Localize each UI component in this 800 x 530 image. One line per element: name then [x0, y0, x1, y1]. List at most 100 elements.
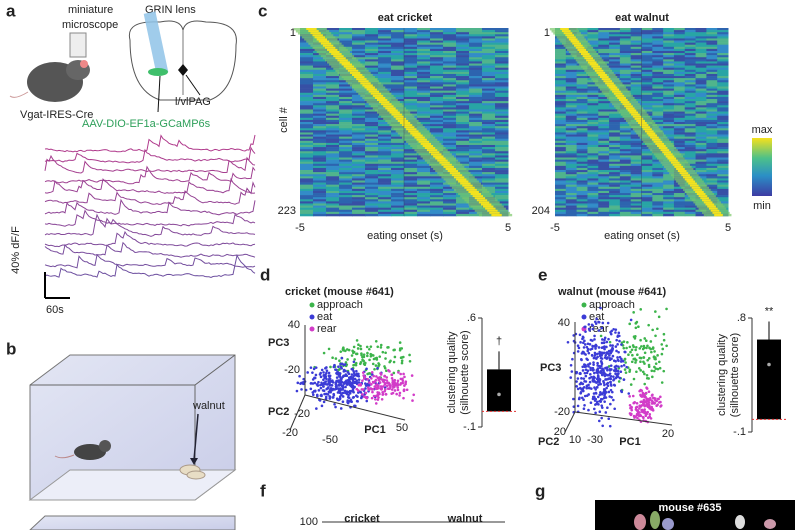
heatmap-cell	[684, 28, 697, 31]
heatmap-cell	[417, 178, 431, 181]
heatmap-cell	[300, 82, 314, 85]
heatmap-cell	[430, 42, 444, 46]
scatter-point	[630, 348, 634, 352]
heatmap-cell	[378, 126, 392, 129]
heatmap-cell	[706, 84, 718, 87]
scatter-point	[600, 373, 604, 376]
heatmap-cell	[717, 159, 729, 162]
heatmap-cell	[339, 130, 353, 133]
heatmap-cell	[630, 42, 642, 46]
scatter-point	[602, 391, 606, 394]
heatmap-cell	[495, 151, 509, 154]
scatter-point	[583, 371, 587, 375]
heatmap-cell	[617, 96, 626, 100]
pca-axes	[289, 325, 406, 431]
heatmap-cell	[378, 124, 392, 127]
scatter-point	[339, 382, 342, 386]
heatmap-cell	[391, 170, 405, 173]
scatter-point	[378, 381, 382, 384]
heatmap-cell	[482, 174, 496, 177]
heatmap-cell	[339, 199, 353, 202]
scatter-point	[386, 381, 389, 385]
heatmap-cell	[695, 163, 707, 167]
heatmap-cell	[443, 92, 457, 96]
heatmap-cell	[300, 159, 314, 162]
scatter-point	[569, 376, 573, 379]
heatmap-cell	[652, 44, 664, 48]
pca-scatter	[295, 339, 416, 410]
heatmap-cell	[717, 71, 729, 75]
heatmap-cell	[609, 44, 621, 48]
heatmap-cell	[378, 82, 392, 85]
scatter-point	[653, 350, 656, 353]
heatmap-cell	[352, 190, 366, 194]
heatmap-cell	[717, 30, 729, 33]
heatmap-cell	[339, 203, 353, 206]
scatter-point	[589, 368, 592, 372]
heatmap-cell	[589, 63, 599, 66]
heatmap-cell	[576, 132, 588, 135]
heatmap-cell	[684, 61, 697, 64]
heatmap-cell	[417, 48, 431, 52]
heatmap-cell	[352, 147, 366, 150]
heatmap-cell	[674, 165, 684, 169]
heatmap-cell	[630, 94, 642, 98]
trace	[44, 230, 256, 248]
scatter-point	[660, 381, 664, 384]
heatmap-cell	[313, 61, 327, 64]
heatmap-cell	[443, 149, 457, 152]
heatmap-cell	[482, 30, 496, 33]
heatmap-cell	[587, 176, 599, 179]
heatmap-cell	[565, 90, 578, 94]
heatmap-cell	[482, 40, 496, 43]
heatmap-cell	[672, 163, 682, 167]
heatmap-cell	[576, 32, 588, 35]
heatmap-cell	[365, 172, 379, 175]
scatter-point	[650, 369, 654, 373]
heatmap-cell	[684, 94, 697, 98]
heatmap-cell	[619, 99, 628, 102]
heatmap-cell	[576, 165, 588, 169]
heatmap-cell	[555, 105, 567, 108]
heatmap-cell	[482, 107, 496, 110]
heatmap-cell	[326, 130, 340, 133]
heatmap-cell	[313, 144, 327, 148]
heatmap-cell	[391, 63, 405, 66]
scatter-point	[616, 343, 619, 346]
heatmap-cell	[352, 34, 366, 37]
scatter-point	[607, 337, 610, 341]
heatmap-cell	[417, 78, 431, 81]
heatmap-cell	[365, 126, 379, 129]
scatter-point	[614, 345, 618, 348]
heatmap-cell	[565, 132, 578, 135]
heatmap-cell	[673, 71, 686, 75]
heatmap-cell	[555, 172, 567, 175]
heatmap-cell	[663, 88, 675, 91]
heatmap-cell	[565, 197, 578, 200]
heatmap-cell	[652, 61, 664, 64]
scatter-point	[383, 374, 387, 378]
heatmap-cell	[417, 71, 431, 75]
heatmap-cell	[717, 111, 729, 114]
heatmap-cell	[663, 96, 675, 100]
scatter-point	[360, 393, 364, 396]
scatter-point	[639, 400, 643, 404]
heatmap-cell	[378, 140, 392, 144]
scatter-point	[328, 388, 332, 392]
heatmap-cell	[598, 122, 610, 125]
heatmap-cell	[300, 188, 314, 192]
scatter-point	[341, 400, 345, 404]
scatter-point	[341, 391, 345, 395]
scatter-point	[578, 372, 582, 375]
heatmap-cell	[378, 138, 392, 142]
heatmap-cell	[300, 167, 314, 171]
heatmap-cell	[565, 167, 578, 171]
scatter-point	[335, 397, 339, 401]
heatmap-cell	[641, 92, 653, 96]
heatmap-cell	[565, 69, 578, 73]
heatmap-cell	[598, 44, 610, 48]
scatter-point	[651, 328, 654, 332]
heatmap-cell	[630, 186, 642, 190]
dot	[767, 362, 771, 367]
heatmap-cell	[565, 117, 578, 121]
